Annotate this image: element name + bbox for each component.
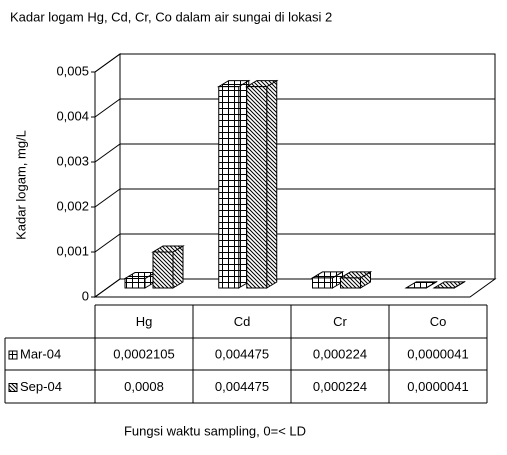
legend-key bbox=[9, 384, 17, 392]
table-value: 0,0008 bbox=[124, 379, 164, 394]
table-header: Hg bbox=[136, 314, 153, 329]
back-wall bbox=[120, 54, 495, 279]
y-axis-label: Kadar logam, mg/L bbox=[13, 130, 28, 240]
legend-label: Sep-04 bbox=[20, 379, 62, 394]
bar bbox=[153, 252, 173, 288]
y-tick-label: 0 bbox=[82, 288, 89, 303]
table-value: 0,0000041 bbox=[407, 346, 468, 361]
y-tick-label: 0,004 bbox=[56, 108, 89, 123]
table-value: 0,0000041 bbox=[407, 379, 468, 394]
table-value: 0,0002105 bbox=[113, 346, 174, 361]
bar bbox=[341, 278, 361, 288]
table-value: 0,000224 bbox=[313, 379, 367, 394]
table-value: 0,004475 bbox=[215, 346, 269, 361]
table-header: Cd bbox=[234, 314, 251, 329]
table-header: Co bbox=[430, 314, 447, 329]
table-value: 0,000224 bbox=[313, 346, 367, 361]
table-value: 0,004475 bbox=[215, 379, 269, 394]
bar-side bbox=[173, 246, 183, 288]
chart-title: Kadar logam Hg, Cd, Cr, Co dalam air sun… bbox=[10, 9, 332, 24]
bar-side bbox=[267, 81, 277, 288]
bar bbox=[219, 87, 239, 288]
bar bbox=[313, 278, 333, 288]
bar bbox=[247, 87, 267, 288]
y-tick-label: 0,002 bbox=[56, 198, 89, 213]
y-tick-label: 0,005 bbox=[56, 63, 89, 78]
y-tick-label: 0,003 bbox=[56, 153, 89, 168]
side-wall bbox=[95, 54, 120, 297]
table-header: Cr bbox=[333, 314, 347, 329]
x-axis-label: Fungsi waktu sampling, 0=< LD bbox=[124, 423, 306, 438]
legend-key bbox=[9, 351, 17, 359]
bar bbox=[125, 279, 145, 288]
y-tick-label: 0,001 bbox=[56, 243, 89, 258]
legend-label: Mar-04 bbox=[20, 346, 61, 361]
